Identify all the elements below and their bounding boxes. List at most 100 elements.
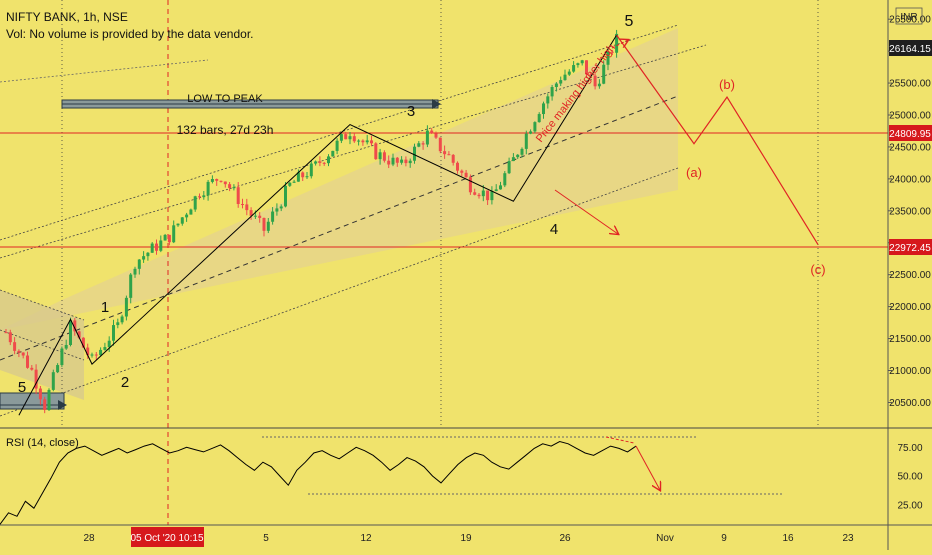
candle-body xyxy=(447,154,451,156)
candle-body xyxy=(456,162,459,171)
wave-label-5-peak: 5 xyxy=(625,13,634,30)
candle-body xyxy=(103,347,107,350)
candle-body xyxy=(163,234,167,241)
candle-body xyxy=(597,83,601,87)
rsi-line xyxy=(0,440,637,525)
time-tick-label: 9 xyxy=(721,533,727,544)
candle-body xyxy=(43,399,47,411)
candle-body xyxy=(271,211,275,222)
price-tick-label: 22000.00 xyxy=(889,302,931,313)
candle-body xyxy=(580,60,584,64)
price-badge-current[interactable]: 26164.15 xyxy=(889,40,932,56)
price-tick-label: 24500.00 xyxy=(889,142,931,153)
candle-body xyxy=(198,196,201,198)
candle-body xyxy=(245,204,249,211)
candle-body xyxy=(460,170,464,173)
candle-body xyxy=(236,187,240,205)
candle-body xyxy=(4,332,8,334)
candle-body xyxy=(30,367,34,370)
candle-body xyxy=(262,217,266,231)
price-badge-lower[interactable]: 22972.45 xyxy=(889,239,932,255)
channel-mid-line xyxy=(0,95,679,361)
candle-body xyxy=(292,181,296,183)
time-tick-label: 5 xyxy=(263,533,269,544)
candle-body xyxy=(602,64,606,84)
channel-upper-line xyxy=(0,24,679,241)
price-badge-upper-text: 24809.95 xyxy=(889,129,931,140)
candle-body xyxy=(378,152,382,160)
candle-body xyxy=(8,332,12,343)
price-tick-label: 22500.00 xyxy=(889,270,931,281)
wave-label-1: 1 xyxy=(101,299,109,316)
time-axis[interactable]: 28 5 12 19 26 Nov 9 16 23 xyxy=(83,533,854,544)
rsi-peak-arrow xyxy=(605,436,635,444)
candle-body xyxy=(185,214,189,218)
candle-body xyxy=(490,191,494,201)
candle-body xyxy=(305,176,309,178)
wave-label-5-left: 5 xyxy=(18,379,26,396)
candle-body xyxy=(395,157,399,163)
candle-body xyxy=(327,156,330,164)
candle-body xyxy=(361,140,365,143)
candle-body xyxy=(284,185,287,207)
candle-body xyxy=(520,148,524,155)
candle-body xyxy=(524,133,528,149)
wave-label-3: 3 xyxy=(407,103,415,120)
peak-arrow xyxy=(611,40,628,49)
candle-body xyxy=(318,161,322,163)
rsi-tick-label: 50.00 xyxy=(897,472,922,483)
currency-box[interactable] xyxy=(895,7,923,25)
rsi-label[interactable]: RSI (14, close) xyxy=(6,437,79,449)
candle-body xyxy=(352,136,356,142)
candle-body xyxy=(593,75,597,87)
candle-body xyxy=(434,133,438,138)
candle-body xyxy=(550,87,554,97)
candle-body xyxy=(494,189,498,192)
price-tick-label: 25500.00 xyxy=(889,79,931,90)
candle-body xyxy=(529,131,533,134)
candle-body xyxy=(99,349,103,356)
volume-note: Vol: No volume is provided by the data v… xyxy=(6,27,253,41)
candle-body xyxy=(296,172,300,182)
candle-body xyxy=(421,143,425,145)
candle-body xyxy=(348,136,352,140)
candle-body xyxy=(288,182,292,186)
candle-body xyxy=(38,388,42,400)
left-zone-box xyxy=(0,392,65,410)
candle-body xyxy=(94,354,98,356)
candle-body xyxy=(210,179,214,182)
candle-body xyxy=(69,320,72,346)
date-cursor-badge[interactable]: 05 Oct '20 10:15 xyxy=(130,527,204,547)
candle-body xyxy=(26,355,29,368)
candle-body xyxy=(331,150,335,157)
rsi-axis[interactable]: 75.00 50.00 25.00 xyxy=(897,443,922,512)
candle-body xyxy=(159,240,163,251)
candle-body xyxy=(172,225,176,243)
candle-body xyxy=(137,259,141,269)
symbol-line[interactable]: NIFTY BANK, 1h, NSE xyxy=(6,10,128,24)
candle-body xyxy=(77,331,81,338)
wave-label-2: 2 xyxy=(121,374,129,391)
price-tick-label: 24000.00 xyxy=(889,174,931,185)
candle-body xyxy=(344,134,348,140)
price-axis[interactable]: 26500.0026000.0025500.0025000.0024500.00… xyxy=(888,15,931,409)
currency-label: INR xyxy=(900,12,917,23)
candle-body xyxy=(486,190,490,201)
candle-body xyxy=(417,143,421,147)
candle-body xyxy=(116,322,120,326)
left-channel-top xyxy=(0,289,85,321)
candle-body xyxy=(155,243,158,251)
candle-body xyxy=(585,60,588,75)
candle-body xyxy=(279,206,283,209)
candle-body xyxy=(430,130,434,134)
projection-abc-line xyxy=(616,34,819,245)
candle-body xyxy=(314,161,318,164)
candle-body xyxy=(34,369,38,389)
price-badge-upper[interactable]: 24809.95 xyxy=(889,125,932,141)
candle-body xyxy=(322,162,326,164)
candle-body xyxy=(357,140,361,142)
candle-body xyxy=(365,140,369,143)
candle-body xyxy=(387,160,391,165)
